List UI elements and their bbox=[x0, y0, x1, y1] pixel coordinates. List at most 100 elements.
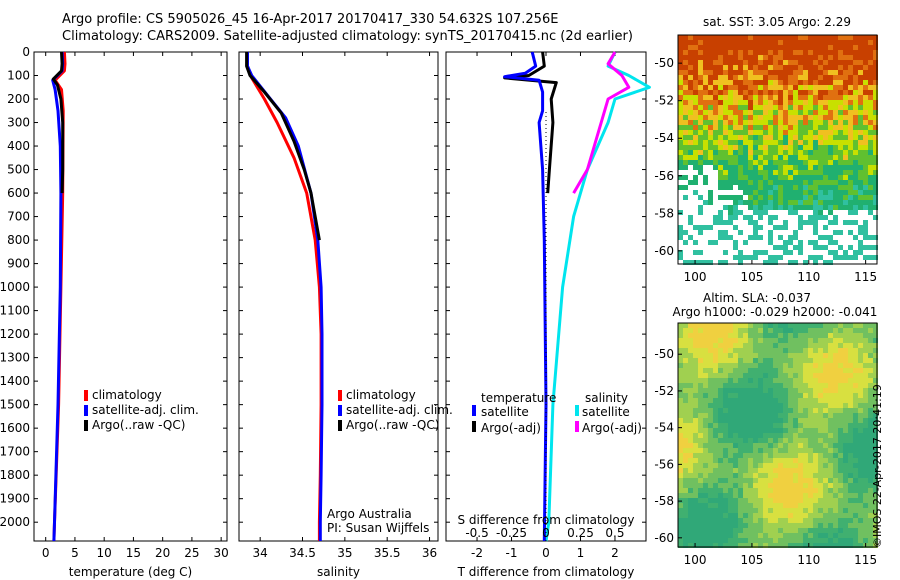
map-cell bbox=[873, 45, 878, 50]
series-line-s-satellite bbox=[544, 51, 651, 542]
map-cell bbox=[838, 195, 843, 200]
map-cell bbox=[843, 165, 848, 170]
map-cell bbox=[838, 130, 843, 135]
map-cell bbox=[823, 160, 828, 165]
map-cell bbox=[843, 155, 848, 160]
map-cell bbox=[778, 463, 783, 468]
map-cell bbox=[838, 433, 843, 438]
map-cell bbox=[828, 150, 833, 155]
map-cell bbox=[818, 343, 823, 348]
map-cell bbox=[698, 543, 703, 548]
map-cell bbox=[838, 125, 843, 130]
map-cell bbox=[788, 260, 793, 265]
map-cell bbox=[748, 120, 753, 125]
map-cell bbox=[838, 358, 843, 363]
map-cell bbox=[743, 70, 748, 75]
map-cell bbox=[743, 498, 748, 503]
map-cell bbox=[818, 378, 823, 383]
map-cell bbox=[678, 85, 683, 90]
map-cell bbox=[873, 498, 878, 503]
map-cell bbox=[763, 453, 768, 458]
map-cell bbox=[718, 145, 723, 150]
map-cell bbox=[773, 245, 778, 250]
map-cell bbox=[723, 533, 728, 538]
map-cell bbox=[783, 220, 788, 225]
map-cell bbox=[678, 463, 683, 468]
map-cell bbox=[863, 363, 868, 368]
map-cell bbox=[843, 185, 848, 190]
map-cell bbox=[778, 200, 783, 205]
map-cell bbox=[693, 115, 698, 120]
map-cell bbox=[703, 35, 708, 40]
map-cell bbox=[728, 488, 733, 493]
map-ytick-label: -56 bbox=[654, 169, 674, 183]
map-cell bbox=[858, 538, 863, 543]
map-xtick-label: 115 bbox=[854, 553, 877, 567]
map-cell bbox=[748, 165, 753, 170]
map-cell bbox=[728, 160, 733, 165]
map-cell bbox=[703, 175, 708, 180]
map-cell bbox=[838, 398, 843, 403]
map-cell bbox=[858, 45, 863, 50]
map-cell bbox=[808, 328, 813, 333]
map-cell bbox=[813, 418, 818, 423]
map-cell bbox=[768, 45, 773, 50]
map-cell bbox=[833, 50, 838, 55]
map-cell bbox=[793, 80, 798, 85]
map-cell bbox=[863, 190, 868, 195]
map-cell bbox=[723, 260, 728, 265]
map-cell bbox=[718, 393, 723, 398]
map-cell bbox=[738, 373, 743, 378]
map-cell bbox=[763, 343, 768, 348]
map-cell bbox=[688, 468, 693, 473]
map-cell bbox=[713, 155, 718, 160]
map-cell bbox=[853, 150, 858, 155]
map-cell bbox=[733, 125, 738, 130]
map-cell bbox=[853, 348, 858, 353]
map-cell bbox=[678, 255, 683, 260]
map-cell bbox=[743, 488, 748, 493]
map-cell bbox=[728, 323, 733, 328]
map-cell bbox=[713, 543, 718, 548]
map-cell bbox=[858, 125, 863, 130]
map-cell bbox=[688, 50, 693, 55]
map-cell bbox=[678, 185, 683, 190]
map-cell bbox=[713, 433, 718, 438]
map-cell bbox=[733, 45, 738, 50]
map-cell bbox=[753, 205, 758, 210]
map-cell bbox=[708, 125, 713, 130]
map-cell bbox=[758, 70, 763, 75]
map-cell bbox=[718, 453, 723, 458]
map-cell bbox=[868, 140, 873, 145]
map-cell bbox=[788, 155, 793, 160]
map-cell bbox=[693, 443, 698, 448]
map-cell bbox=[813, 260, 818, 265]
map-cell bbox=[708, 120, 713, 125]
map-cell bbox=[758, 478, 763, 483]
map-cell bbox=[828, 463, 833, 468]
map-cell bbox=[783, 368, 788, 373]
map-cell bbox=[808, 408, 813, 413]
map-cell bbox=[778, 353, 783, 358]
map-cell bbox=[853, 55, 858, 60]
map-cell bbox=[868, 393, 873, 398]
map-cell bbox=[848, 175, 853, 180]
map-cell bbox=[718, 488, 723, 493]
map-cell bbox=[733, 343, 738, 348]
map-cell bbox=[818, 155, 823, 160]
map-cell bbox=[863, 245, 868, 250]
map-cell bbox=[753, 105, 758, 110]
map-cell bbox=[843, 458, 848, 463]
map-cell bbox=[698, 483, 703, 488]
map-cell bbox=[853, 328, 858, 333]
map-cell bbox=[813, 215, 818, 220]
map-cell bbox=[718, 353, 723, 358]
map-cell bbox=[718, 483, 723, 488]
map-cell bbox=[778, 363, 783, 368]
map-cell bbox=[698, 453, 703, 458]
map-cell bbox=[848, 358, 853, 363]
map-cell bbox=[793, 110, 798, 115]
map-cell bbox=[853, 503, 858, 508]
map-cell bbox=[843, 358, 848, 363]
map-cell bbox=[718, 363, 723, 368]
